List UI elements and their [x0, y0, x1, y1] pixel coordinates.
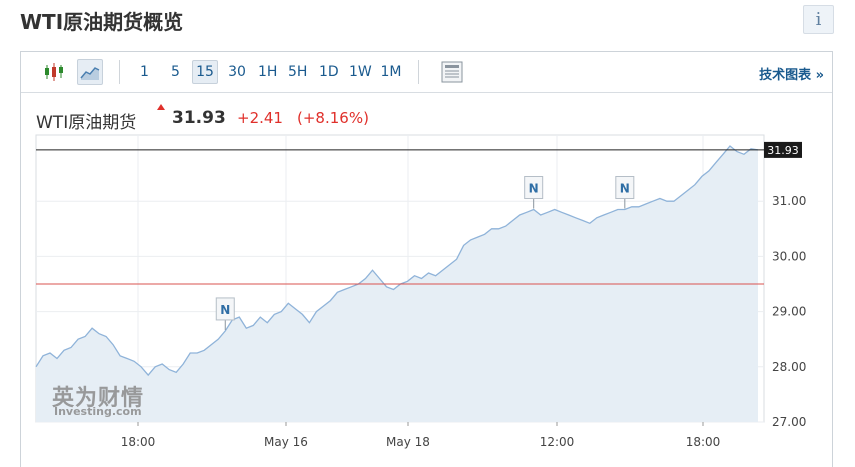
chart-panel: 1 5 15 30 1H 5H 1D 1W 1M 技术图表 » [20, 51, 833, 467]
y-tick-label: 30.00 [772, 249, 806, 263]
interval-1m[interactable]: 1M [380, 64, 402, 80]
quote-change-percent: (+8.16%) [297, 109, 369, 127]
toolbar-divider [418, 60, 419, 84]
info-button[interactable]: i [803, 5, 834, 34]
news-marker-label: N [620, 182, 630, 196]
technical-chart-link[interactable]: 技术图表 » [759, 68, 824, 83]
candlestick-icon[interactable] [41, 59, 67, 85]
y-tick-label: 28.00 [772, 360, 806, 374]
last-price-label: 31.93 [767, 144, 799, 157]
x-tick-label: 18:00 [121, 435, 156, 449]
interval-15[interactable]: 15 [192, 60, 218, 84]
x-tick-label: 18:00 [686, 435, 721, 449]
news-marker-label: N [529, 182, 539, 196]
x-tick-label: May 16 [264, 435, 308, 449]
interval-1d[interactable]: 1D [319, 64, 339, 80]
x-tick-label: May 18 [386, 435, 430, 449]
series-line [35, 145, 759, 377]
quote-name: WTI原油期货 [36, 113, 137, 133]
interval-5h[interactable]: 5H [288, 64, 308, 80]
news-marker [215, 297, 235, 321]
news-marker [524, 176, 544, 200]
watermark-cn: 英为财情 [52, 386, 145, 411]
y-tick-label: 31.00 [772, 194, 806, 208]
toolbar-divider [119, 60, 120, 84]
news-marker [615, 176, 635, 200]
last-price-badge [764, 141, 802, 158]
interval-30[interactable]: 30 [228, 64, 246, 80]
series-area [36, 146, 758, 422]
y-tick-label: 29.00 [772, 305, 806, 319]
interval-1h[interactable]: 1H [258, 64, 278, 80]
interval-1[interactable]: 1 [140, 64, 149, 80]
watermark-en: Investing.com [54, 405, 142, 418]
news-marker-label: N [220, 303, 230, 317]
table-icon[interactable] [439, 59, 465, 85]
y-tick-label: 27.00 [772, 415, 806, 429]
quote-price: 31.93 [172, 108, 226, 128]
area-chart-icon[interactable] [77, 59, 103, 85]
page-title: WTI原油期货概览 [20, 10, 184, 34]
interval-1w[interactable]: 1W [349, 64, 372, 80]
x-tick-label: 12:00 [540, 435, 575, 449]
chart-toolbar: 1 5 15 30 1H 5H 1D 1W 1M 技术图表 » [21, 52, 832, 93]
arrow-up-icon [157, 104, 165, 110]
quote-change: +2.41 [237, 109, 283, 127]
interval-5[interactable]: 5 [171, 64, 180, 80]
